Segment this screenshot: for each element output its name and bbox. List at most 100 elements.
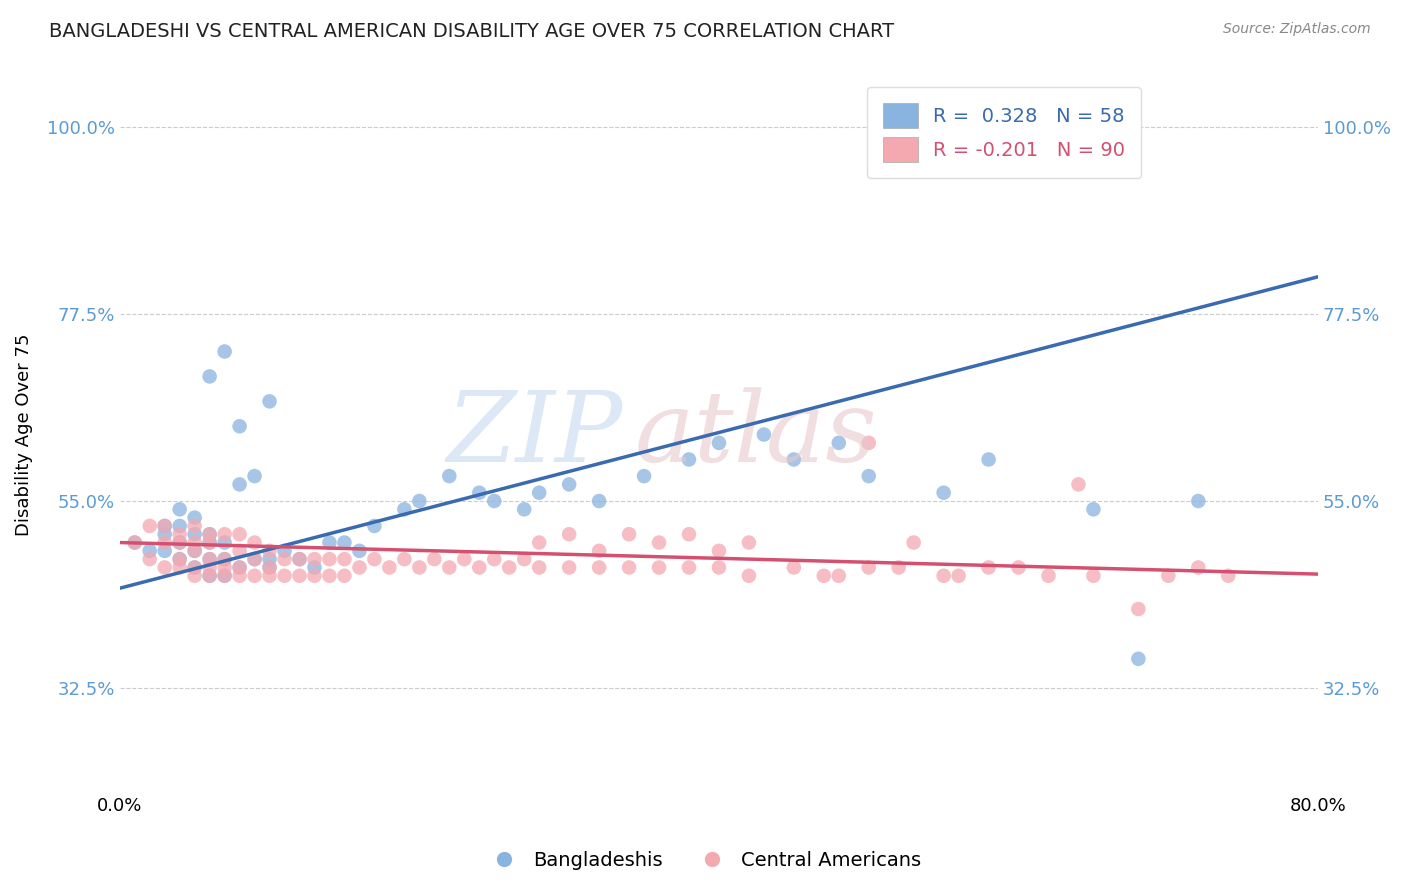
Point bbox=[138, 544, 160, 558]
Point bbox=[169, 552, 191, 566]
Text: ZIP: ZIP bbox=[447, 387, 623, 483]
Point bbox=[214, 568, 236, 582]
Point bbox=[858, 469, 880, 483]
Point bbox=[423, 552, 446, 566]
Point bbox=[153, 535, 176, 549]
Point bbox=[617, 527, 640, 541]
Point bbox=[198, 552, 221, 566]
Point bbox=[363, 552, 385, 566]
Point bbox=[228, 560, 250, 574]
Point bbox=[228, 477, 250, 491]
Point bbox=[439, 560, 461, 574]
Point bbox=[932, 568, 955, 582]
Point bbox=[198, 527, 221, 541]
Point bbox=[1038, 568, 1060, 582]
Point bbox=[153, 544, 176, 558]
Point bbox=[707, 435, 730, 450]
Point bbox=[527, 535, 550, 549]
Point bbox=[169, 535, 191, 549]
Point bbox=[259, 560, 281, 574]
Point bbox=[288, 552, 311, 566]
Point bbox=[228, 568, 250, 582]
Point bbox=[228, 560, 250, 574]
Point bbox=[318, 552, 340, 566]
Point bbox=[1083, 568, 1105, 582]
Point bbox=[484, 552, 506, 566]
Point bbox=[183, 544, 205, 558]
Point bbox=[588, 494, 610, 508]
Point bbox=[153, 560, 176, 574]
Point bbox=[408, 494, 430, 508]
Point bbox=[214, 552, 236, 566]
Point bbox=[394, 552, 416, 566]
Point bbox=[513, 502, 536, 516]
Point bbox=[228, 544, 250, 558]
Point bbox=[558, 560, 581, 574]
Point bbox=[183, 535, 205, 549]
Point bbox=[183, 544, 205, 558]
Point bbox=[169, 552, 191, 566]
Point bbox=[752, 427, 775, 442]
Legend: Bangladeshis, Central Americans: Bangladeshis, Central Americans bbox=[477, 843, 929, 878]
Text: BANGLADESHI VS CENTRAL AMERICAN DISABILITY AGE OVER 75 CORRELATION CHART: BANGLADESHI VS CENTRAL AMERICAN DISABILI… bbox=[49, 22, 894, 41]
Point bbox=[678, 560, 700, 574]
Point bbox=[259, 552, 281, 566]
Point bbox=[243, 469, 266, 483]
Point bbox=[183, 527, 205, 541]
Y-axis label: Disability Age Over 75: Disability Age Over 75 bbox=[15, 334, 32, 536]
Point bbox=[439, 469, 461, 483]
Point bbox=[333, 552, 356, 566]
Point bbox=[273, 544, 295, 558]
Point bbox=[198, 552, 221, 566]
Point bbox=[648, 560, 671, 574]
Point bbox=[169, 527, 191, 541]
Point bbox=[198, 535, 221, 549]
Point bbox=[214, 344, 236, 359]
Point bbox=[243, 535, 266, 549]
Text: Source: ZipAtlas.com: Source: ZipAtlas.com bbox=[1223, 22, 1371, 37]
Point bbox=[304, 552, 326, 566]
Point bbox=[124, 535, 146, 549]
Point bbox=[527, 560, 550, 574]
Point bbox=[948, 568, 970, 582]
Point bbox=[349, 560, 371, 574]
Point bbox=[903, 535, 925, 549]
Point bbox=[169, 502, 191, 516]
Point bbox=[214, 568, 236, 582]
Point bbox=[318, 535, 340, 549]
Point bbox=[198, 369, 221, 384]
Point bbox=[932, 485, 955, 500]
Point bbox=[828, 435, 851, 450]
Point bbox=[617, 560, 640, 574]
Point bbox=[588, 560, 610, 574]
Point bbox=[333, 568, 356, 582]
Point bbox=[858, 560, 880, 574]
Point bbox=[363, 519, 385, 533]
Point bbox=[1187, 560, 1209, 574]
Point bbox=[1157, 568, 1180, 582]
Point bbox=[1128, 652, 1150, 666]
Point bbox=[977, 560, 1000, 574]
Point bbox=[707, 544, 730, 558]
Point bbox=[977, 452, 1000, 467]
Point bbox=[333, 535, 356, 549]
Point bbox=[243, 552, 266, 566]
Point bbox=[648, 535, 671, 549]
Point bbox=[678, 452, 700, 467]
Point bbox=[183, 560, 205, 574]
Point bbox=[183, 568, 205, 582]
Point bbox=[288, 568, 311, 582]
Point bbox=[169, 560, 191, 574]
Point bbox=[214, 527, 236, 541]
Point bbox=[633, 469, 655, 483]
Point bbox=[558, 527, 581, 541]
Point bbox=[214, 560, 236, 574]
Point bbox=[588, 544, 610, 558]
Point bbox=[243, 568, 266, 582]
Point bbox=[183, 510, 205, 524]
Point bbox=[468, 485, 491, 500]
Point bbox=[527, 485, 550, 500]
Point bbox=[198, 568, 221, 582]
Point bbox=[198, 535, 221, 549]
Point bbox=[259, 560, 281, 574]
